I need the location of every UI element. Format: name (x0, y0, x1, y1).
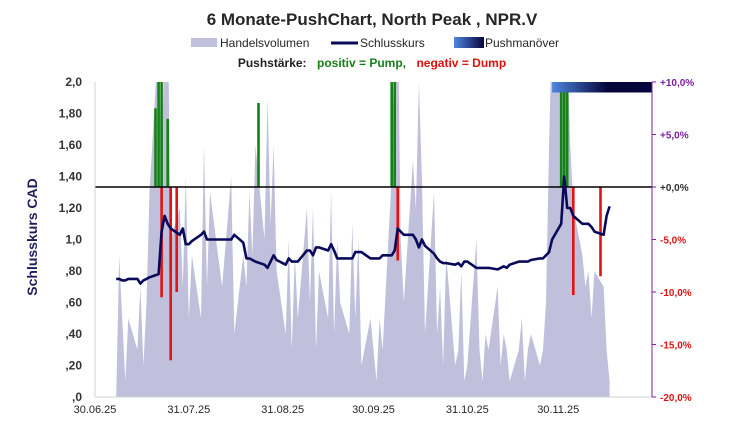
y-left-tick-label: 1,20 (59, 201, 83, 215)
x-tick-label: 31.10.25 (446, 404, 489, 416)
y-left-tick-label: 1,60 (59, 138, 83, 152)
pump-bar (559, 92, 563, 187)
y-left-tick-label: ,0 (72, 390, 82, 404)
legend-volume-swatch (191, 38, 217, 47)
pump-bar (166, 118, 169, 188)
x-tick-label: 31.08.25 (261, 404, 304, 416)
dump-bar (396, 187, 399, 261)
x-tick-label: 30.06.25 (74, 404, 117, 416)
y-right-tick-label: +0,0% (660, 183, 689, 194)
subtitle-label: Pushstärke: (238, 56, 307, 70)
x-tick-label: 30.11.25 (537, 404, 579, 416)
dump-bar (572, 187, 575, 296)
subtitle: Pushstärke: positiv = Pump, negativ = Du… (238, 54, 506, 71)
subtitle-positive: positiv = Pump, (317, 56, 406, 70)
legend-volume-label: Handelsvolumen (220, 36, 309, 50)
x-tick-label: 31.07.25 (167, 404, 210, 416)
pump-bar (390, 82, 393, 187)
y-left-tick-label: ,80 (65, 264, 82, 278)
y-right-tick-label: -15,0% (660, 341, 692, 352)
y-axis-label: Schlusskurs CAD (24, 178, 40, 295)
y-right-tick-label: -5,0% (660, 236, 686, 247)
y-left-tick-label: 1,80 (59, 107, 83, 121)
y-right-tick-label: +5,0% (660, 131, 689, 142)
pump-bar (393, 82, 396, 187)
pump-bar (157, 82, 160, 187)
subtitle-text: Pushstärke: positiv = Pump, negativ = Du… (238, 54, 506, 71)
y-left-tick-label: ,60 (65, 296, 82, 310)
push-band (552, 82, 652, 93)
legend-close-label: Schlusskurs (360, 36, 425, 50)
y-left-tick-label: 1,0 (65, 233, 82, 247)
dump-bar (169, 187, 172, 361)
y-right-tick-label: -10,0% (660, 288, 692, 299)
y-left-tick-label: 2,0 (65, 75, 82, 89)
legend: Handelsvolumen Schlusskurs Pushmanöver (191, 36, 559, 50)
pump-bar (257, 103, 260, 187)
y-right-tick-label: +10,0% (660, 78, 694, 89)
dump-bar (599, 187, 602, 277)
legend-push-swatch (454, 37, 484, 48)
plot-area: ,0 ,20 ,40 ,60 ,80 1,0 1,20 1,40 1,60 1,80 2,0 +10,… (59, 75, 695, 416)
legend-push-label: Pushmanöver (485, 36, 559, 50)
pump-bar (160, 82, 163, 187)
y-left-tick-label: ,20 (65, 359, 82, 373)
chart-title: 6 Monate-PushChart, North Peak , NPR.V (207, 10, 538, 29)
dump-bar (175, 187, 178, 292)
volume-area (116, 82, 610, 397)
close-line (116, 175, 611, 285)
y-left-tick-label: ,40 (65, 327, 82, 341)
subtitle-negative: negativ = Dump (416, 56, 506, 70)
pump-bar (562, 92, 566, 187)
y-right-tick-label: -20,0% (660, 393, 692, 404)
y-left-tick-label: 1,40 (59, 170, 83, 184)
pump-bar (154, 108, 157, 188)
x-tick-label: 30.09.25 (352, 404, 395, 416)
pump-bar (565, 92, 569, 187)
